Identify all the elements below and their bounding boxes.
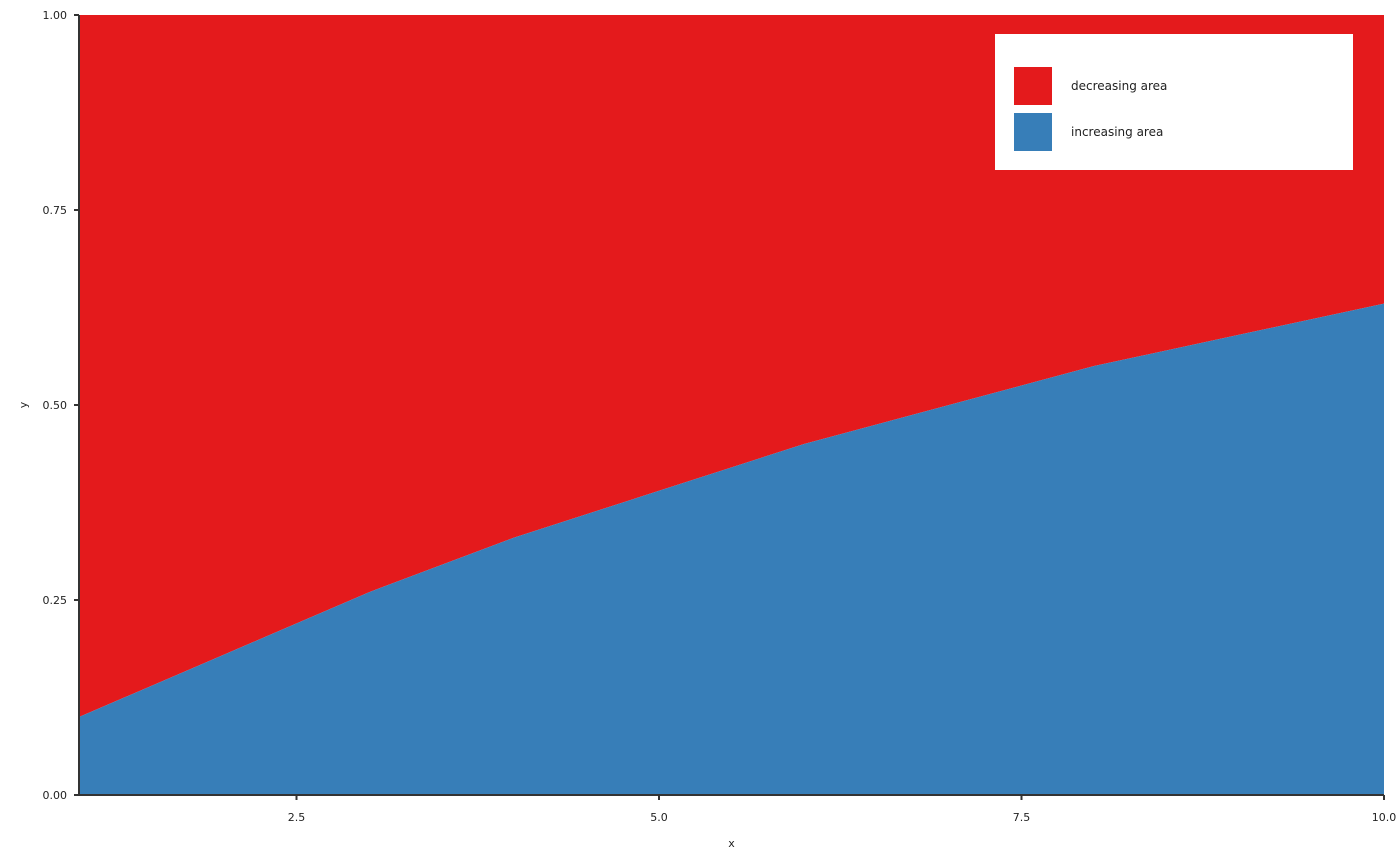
x-tick-label: 2.5 [288, 811, 306, 824]
legend-label: decreasing area [1071, 79, 1167, 93]
y-axis-ticks: 0.00 0.25 0.50 0.75 1.00 [43, 9, 79, 802]
y-tick-label: 0.75 [43, 204, 68, 217]
area-increasing [79, 303, 1384, 795]
plot-area [79, 15, 1384, 795]
legend-swatch [1014, 113, 1052, 151]
y-tick-label: 0.00 [43, 789, 68, 802]
x-tick-label: 5.0 [650, 811, 668, 824]
y-axis-title: y [17, 401, 30, 408]
y-tick-label: 0.25 [43, 594, 68, 607]
legend-swatch [1014, 67, 1052, 105]
y-tick-label: 1.00 [43, 9, 68, 22]
legend: decreasing area increasing area [995, 34, 1353, 170]
x-tick-label: 7.5 [1013, 811, 1031, 824]
area-decreasing [79, 15, 1384, 717]
legend-box [995, 34, 1353, 170]
x-axis-title: x [728, 837, 735, 850]
y-tick-label: 0.50 [43, 399, 68, 412]
x-tick-label: 10.0 [1372, 811, 1397, 824]
x-axis-ticks: 2.5 5.0 7.5 10.0 [288, 795, 1397, 824]
legend-label: increasing area [1071, 125, 1163, 139]
